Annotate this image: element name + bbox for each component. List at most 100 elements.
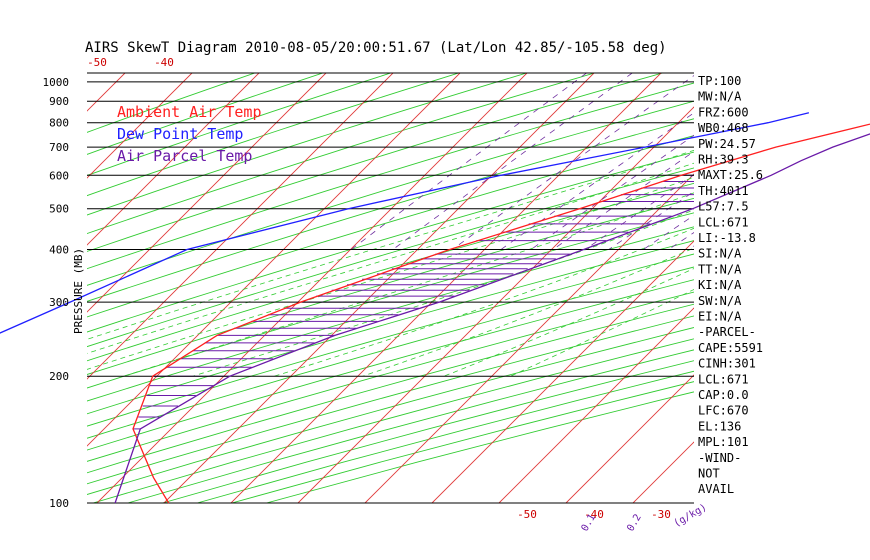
- index-row: MAXT:25.6: [698, 168, 763, 182]
- dew-point-line: [0, 112, 810, 334]
- chart-title: AIRS SkewT Diagram 2010-08-05/20:00:51.6…: [85, 40, 667, 56]
- index-row: TH:4011: [698, 184, 749, 198]
- isotherm-line: [87, 73, 394, 380]
- isotherm-line: [834, 73, 870, 503]
- index-row: LI:-13.8: [698, 231, 756, 245]
- isobars: [87, 72, 694, 504]
- y-axis-label: PRESSURE (MB): [72, 248, 85, 334]
- index-row: RH:39.3: [698, 153, 749, 167]
- index-row: -PARCEL-: [698, 325, 756, 339]
- mixing-ratio-line: [643, 214, 694, 250]
- isotherm-line: [565, 374, 694, 503]
- ambient-temp-line: [132, 123, 870, 504]
- moist-adiabat-line: [443, 268, 694, 377]
- dry-adiabat-line: [231, 381, 694, 503]
- pressure-tick-label: 600: [49, 169, 69, 182]
- legend-ambient-air-temp: Ambient Air Temp: [117, 103, 262, 121]
- temp-tick-label-bottom: -40: [584, 508, 604, 521]
- pressure-tick-label: 900: [49, 95, 69, 108]
- temp-tick-label-bottom: -50: [517, 508, 537, 521]
- isotherms: [0, 73, 870, 503]
- dry-adiabat-line: [87, 73, 323, 155]
- isotherm-line: [87, 73, 193, 179]
- moist-adiabat-line: [274, 227, 694, 377]
- moist-adiabat-line: [510, 288, 694, 377]
- index-row: L57:7.5: [698, 200, 749, 214]
- index-row: LCL:671: [698, 215, 749, 229]
- dry-adiabat-line: [87, 73, 595, 235]
- dry-adiabat-line: [87, 291, 694, 462]
- temp-tick-label-bottom: -30: [651, 508, 671, 521]
- index-row: CAP:0.0: [698, 388, 749, 402]
- mixing-ratio-line: [754, 73, 870, 250]
- pressure-tick-label: 1000: [43, 76, 70, 89]
- mixing-ratio-line: [794, 73, 870, 250]
- isotherm-line: [767, 73, 870, 503]
- index-row: PW:24.57: [698, 137, 756, 151]
- index-row: MPL:101: [698, 435, 749, 449]
- isotherm-line: [297, 106, 694, 503]
- isotherm-line: [87, 73, 327, 313]
- isotherm-line: [96, 73, 528, 503]
- dry-adiabat-line: [87, 82, 694, 270]
- pressure-tick-label: 500: [49, 203, 69, 216]
- dry-adiabat-line: [197, 370, 694, 503]
- moist-adiabat-line: [123, 192, 694, 377]
- isotherm-line: [0, 73, 58, 503]
- mixing-ratio-line: [500, 112, 694, 250]
- pressure-tick-label: 100: [49, 497, 69, 510]
- dry-adiabat-line: [87, 240, 694, 415]
- index-row: -WIND-: [698, 451, 741, 465]
- moist-adiabat-line: [362, 247, 694, 377]
- dry-adiabat-line: [87, 100, 694, 286]
- moist-adiabat-line: [87, 149, 694, 340]
- isotherm-line: [87, 73, 260, 246]
- mixing-ratio-line: [552, 150, 694, 250]
- isotherm-line: [87, 73, 126, 112]
- dry-adiabat-line: [87, 135, 694, 318]
- mixing-ratio-unit-label: (g/kg): [672, 502, 709, 530]
- pressure-tick-label: 300: [49, 296, 69, 309]
- isotherm-line: [163, 73, 595, 503]
- index-row: SW:N/A: [698, 294, 742, 308]
- index-row: TP:100: [698, 74, 741, 88]
- isotherm-line: [87, 73, 461, 447]
- pressure-tick-label: 700: [49, 141, 69, 154]
- mixing-ratio-line: [823, 73, 870, 250]
- index-row: EL:136: [698, 419, 741, 433]
- moist-adiabat-line: [87, 162, 694, 354]
- legend-dew-point-temp: Dew Point Temp: [117, 125, 243, 143]
- profile-lines: [0, 112, 870, 504]
- isotherm-line: [364, 173, 694, 503]
- dry-adiabat-line: [87, 253, 694, 427]
- mixing-ratio-lines: [350, 73, 870, 250]
- dry-adiabat-line: [87, 73, 663, 252]
- index-row: AVAIL: [698, 482, 734, 496]
- temp-tick-label-top: -40: [154, 56, 174, 69]
- moist-adiabat-line: [192, 209, 694, 377]
- index-row: CINH:301: [698, 357, 756, 371]
- index-row: TT:N/A: [698, 262, 742, 276]
- dry-adiabat-line: [87, 303, 694, 474]
- mixing-ratio-line: [776, 73, 870, 250]
- temp-tick-label-top: -50: [87, 56, 107, 69]
- pressure-tick-label: 200: [49, 370, 69, 383]
- index-row: EI:N/A: [698, 310, 742, 324]
- index-row: SI:N/A: [698, 247, 742, 261]
- mixing-ratio-line: [392, 73, 633, 250]
- index-row: LFC:670: [698, 404, 749, 418]
- isotherm-line: [230, 73, 662, 503]
- dry-adiabat-line: [87, 327, 694, 495]
- mixing-ratio-line: [350, 73, 587, 250]
- index-row: NOT: [698, 467, 720, 481]
- parcel-temp-line: [114, 133, 870, 504]
- legend-air-parcel-temp: Air Parcel Temp: [117, 147, 252, 165]
- dry-adiabat-line: [87, 73, 255, 133]
- dry-adiabat-line: [87, 167, 694, 348]
- moist-adiabats: [87, 149, 694, 377]
- dry-adiabat-line: [87, 226, 694, 402]
- moist-adiabat-line: [87, 176, 694, 370]
- dry-adiabat-line: [87, 315, 694, 485]
